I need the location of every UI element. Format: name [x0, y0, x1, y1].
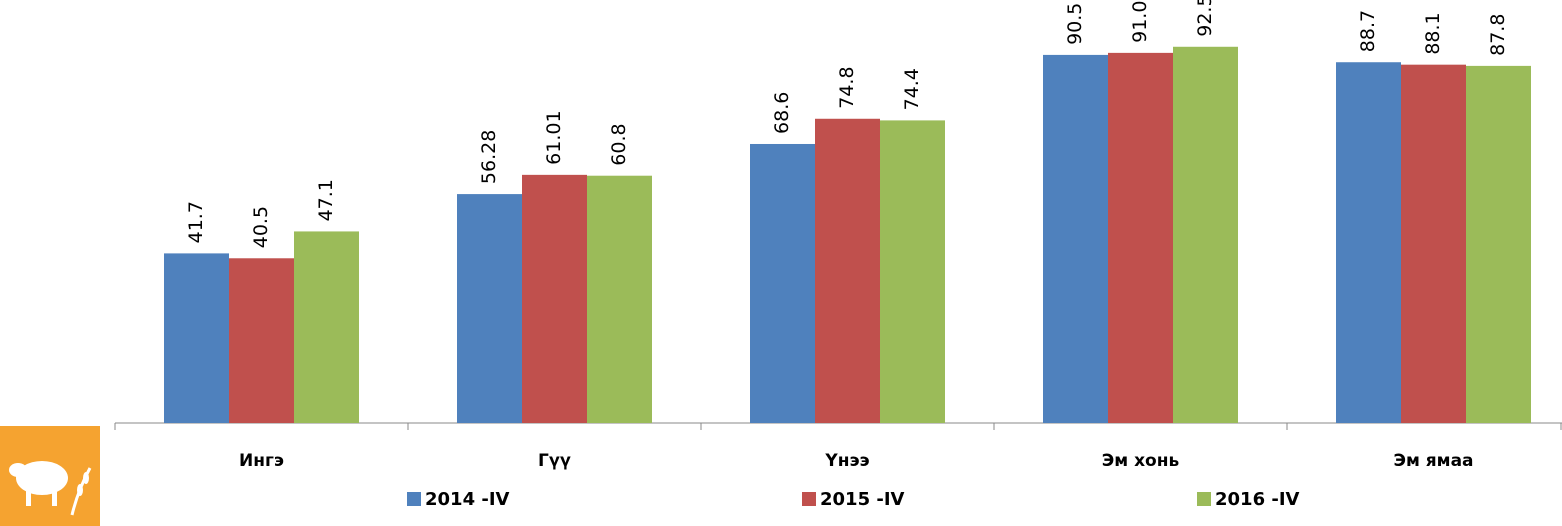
- bar: [294, 231, 359, 423]
- x-tick-label: Гүү: [538, 451, 571, 471]
- bar: [1401, 64, 1466, 423]
- data-label: 56.28: [478, 130, 500, 184]
- bar: [587, 175, 652, 423]
- bar: [750, 143, 815, 423]
- data-label: 92.5: [1194, 0, 1216, 37]
- data-label: 47.1: [315, 179, 337, 221]
- bar: [522, 174, 587, 423]
- legend-swatch: [1197, 492, 1211, 506]
- logo-icon: [0, 426, 100, 526]
- bar: [1043, 54, 1108, 423]
- x-tick-label: Эм хонь: [1102, 451, 1179, 471]
- legend-label: 2016 -IV: [1215, 489, 1300, 510]
- bar: [1466, 65, 1531, 423]
- data-label: 40.5: [250, 206, 272, 248]
- x-tick-label: Үнээ: [824, 451, 869, 471]
- data-label: 91.0: [1129, 1, 1151, 43]
- data-label: 68.6: [771, 92, 793, 134]
- data-label: 60.8: [608, 123, 630, 165]
- x-tick-label: Эм ямаа: [1393, 451, 1473, 471]
- data-label: 41.7: [185, 201, 207, 243]
- x-tick-label: Ингэ: [239, 451, 284, 471]
- legend-label: 2014 -IV: [425, 489, 510, 510]
- data-label: 90.5: [1064, 3, 1086, 45]
- data-label: 61.01: [543, 110, 565, 164]
- bar: [229, 258, 294, 423]
- bar: [1108, 52, 1173, 423]
- legend-label: 2015 -IV: [820, 489, 905, 510]
- data-label: 87.8: [1487, 14, 1509, 56]
- data-label: 74.8: [836, 66, 858, 108]
- bar: [1336, 62, 1401, 424]
- bar: [815, 118, 880, 423]
- bar: [457, 194, 522, 423]
- legend-swatch: [802, 492, 816, 506]
- data-label: 74.4: [901, 68, 923, 110]
- data-label: 88.1: [1422, 12, 1444, 54]
- bar: [1173, 46, 1238, 423]
- data-label: 88.7: [1357, 10, 1379, 52]
- bar: [880, 120, 945, 424]
- bar: [164, 253, 229, 423]
- legend-swatch: [407, 492, 421, 506]
